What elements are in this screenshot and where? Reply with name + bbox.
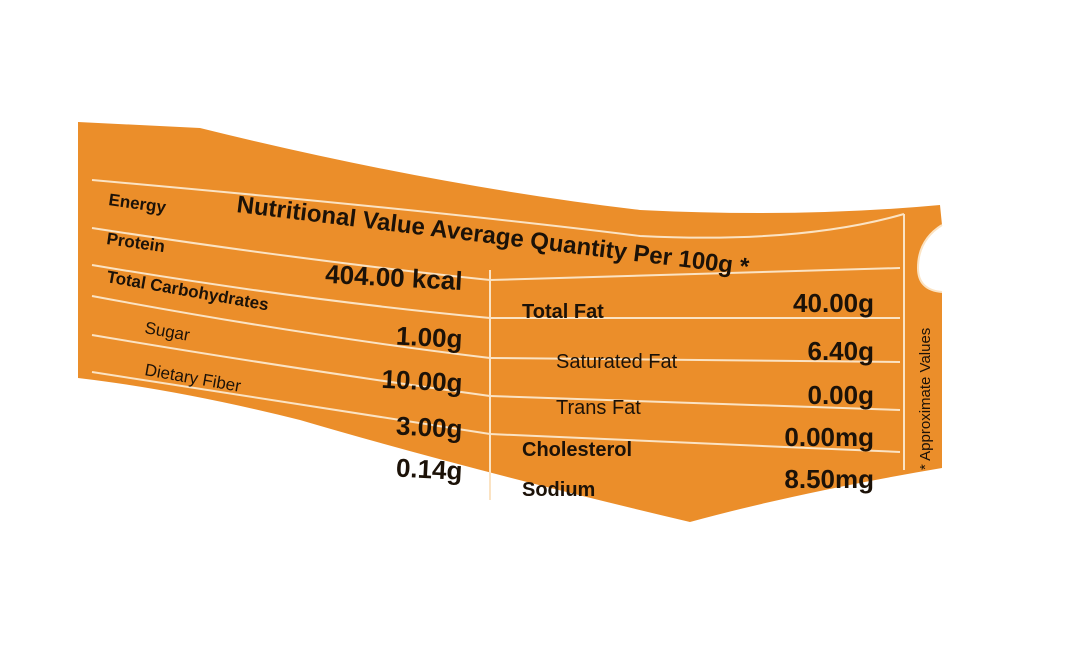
value-energy: 404.00 kcal	[325, 259, 464, 296]
table-lines	[91, 179, 905, 500]
label-sodium: Sodium	[522, 479, 595, 501]
label-cholesterol: Cholesterol	[522, 439, 632, 461]
value-sodium: 8.50mg	[784, 464, 874, 494]
label-background	[78, 122, 942, 522]
value-total-fat: 40.00g	[793, 288, 874, 318]
value-cholesterol: 0.00mg	[784, 422, 874, 452]
value-saturated-fat: 6.40g	[808, 336, 875, 366]
value-dietary-fiber: 0.14g	[395, 453, 463, 486]
edge-notch	[916, 224, 943, 293]
label-total-fat: Total Fat	[522, 301, 604, 323]
value-sugar: 3.00g	[395, 411, 463, 444]
value-total-carbohydrates: 10.00g	[381, 364, 463, 398]
label-trans-fat: Trans Fat	[556, 397, 641, 419]
label-saturated-fat: Saturated Fat	[556, 351, 678, 373]
value-protein: 1.00g	[395, 321, 463, 354]
approximate-values-note: * Approximate Values	[917, 328, 934, 470]
value-trans-fat: 0.00g	[808, 380, 875, 410]
